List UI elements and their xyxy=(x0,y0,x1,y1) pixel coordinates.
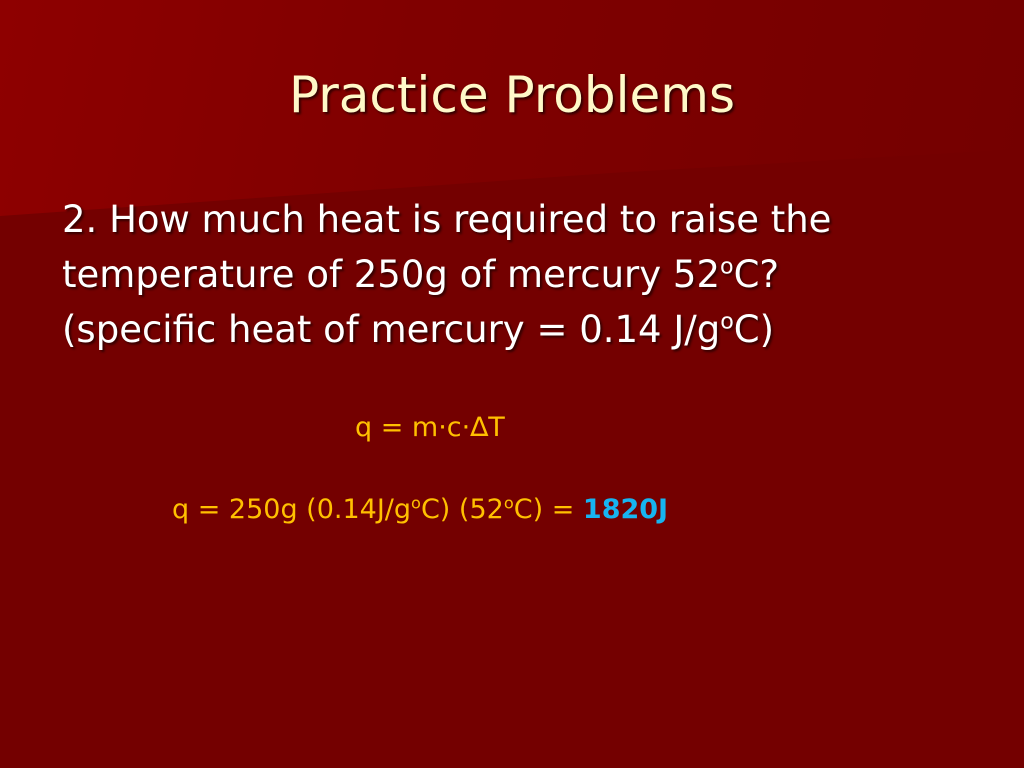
question-text: 2. How much heat is required to raise th… xyxy=(62,192,962,357)
degree-sup: o xyxy=(503,493,514,513)
question-line: (specific heat of mercury = 0.14 J/goC) xyxy=(62,302,962,357)
formula: q = m·c·∆T xyxy=(355,412,505,443)
text: q = 250g (0.14J/g xyxy=(172,494,412,525)
degree-sup: o xyxy=(411,493,421,513)
text: (specific heat of mercury = 0.14 J/g xyxy=(62,308,721,351)
degree-sup: o xyxy=(720,308,734,335)
text: temperature of 250g of mercury 52 xyxy=(62,253,720,296)
slide-title: Practice Problems xyxy=(288,66,736,124)
text: C? xyxy=(733,253,780,296)
question-line: temperature of 250g of mercury 52oC? xyxy=(62,247,962,302)
degree-sup: o xyxy=(720,253,734,280)
solution: q = 250g (0.14J/goC) (52oC) = 1820J xyxy=(172,494,668,525)
question-line: 2. How much heat is required to raise th… xyxy=(62,198,832,241)
answer: 1820J xyxy=(582,494,669,525)
text: C) (52 xyxy=(420,494,504,525)
text: C) xyxy=(733,308,775,351)
text: C) = xyxy=(513,494,583,525)
